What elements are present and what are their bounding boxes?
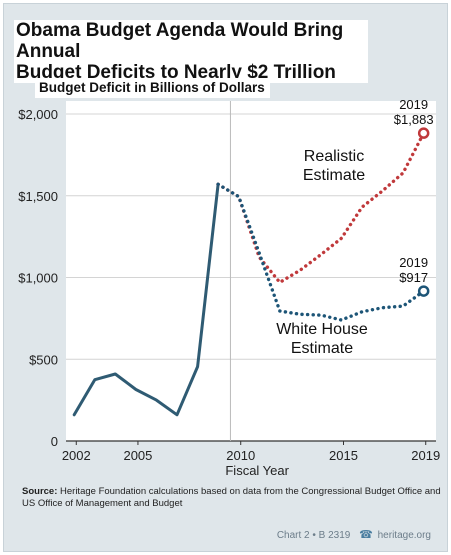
chart-subtitle: Budget Deficit in Billions of Dollars bbox=[35, 78, 270, 98]
x-tick-label: 2005 bbox=[123, 448, 152, 463]
series-realistic-label: Realistic bbox=[304, 148, 364, 165]
endpoint-year-label: 2019 bbox=[399, 255, 428, 270]
series-white_house-endpoint bbox=[417, 285, 430, 297]
x-tick-label: 2019 bbox=[411, 448, 440, 463]
endpoint-year-label: 2019 bbox=[399, 97, 428, 112]
x-tick-label: 2002 bbox=[62, 448, 91, 463]
series-realistic-label: Estimate bbox=[303, 167, 365, 184]
source-label: Source: bbox=[22, 486, 58, 497]
chart-title: Obama Budget Agenda Would Bring Annual B… bbox=[14, 20, 368, 83]
series-white_house-label: Estimate bbox=[291, 340, 353, 357]
bell-icon: ☎ bbox=[359, 529, 373, 541]
title-line-2: Budget Deficits to Nearly $2 Trillion bbox=[16, 62, 336, 83]
series-white_house-label: White House bbox=[276, 321, 368, 338]
y-tick-label: $1,000 bbox=[18, 271, 58, 286]
title-line-1: Obama Budget Agenda Would Bring Annual bbox=[16, 20, 344, 62]
series-historical-line bbox=[72, 182, 220, 417]
series-realistic-endpoint bbox=[417, 127, 430, 139]
source-text: Heritage Foundation calculations based o… bbox=[22, 486, 441, 509]
site-name: heritage.org bbox=[377, 530, 431, 541]
source-note: Source: Heritage Foundation calculations… bbox=[22, 486, 442, 510]
chart-id: Chart 2 • B 2319 bbox=[276, 530, 351, 541]
x-axis-title: Fiscal Year bbox=[225, 463, 289, 478]
y-tick-label: $2,000 bbox=[18, 107, 58, 122]
chart-card: Obama Budget Agenda Would Bring Annual B… bbox=[3, 3, 448, 552]
x-tick-label: 2010 bbox=[226, 448, 255, 463]
deficit-line-chart: 0 $500 $1,000 $1,500 $2,000 2002 2005 2010 2015 2… bbox=[18, 97, 440, 478]
y-tick-label: $1,500 bbox=[18, 189, 58, 204]
series-white_house-line bbox=[216, 182, 426, 322]
footer-credit: Chart 2 • B 2319 ☎ heritage.org bbox=[277, 528, 431, 541]
y-tick-label: 0 bbox=[51, 434, 58, 449]
endpoint-value-label: $1,883 bbox=[394, 112, 434, 127]
y-tick-label: $500 bbox=[29, 352, 58, 367]
x-tick-label: 2015 bbox=[329, 448, 358, 463]
endpoint-value-label: $917 bbox=[399, 270, 428, 285]
